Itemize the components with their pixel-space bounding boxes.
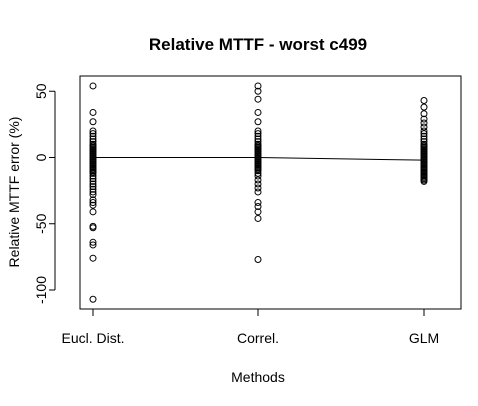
data-point xyxy=(89,295,97,303)
data-point xyxy=(420,119,428,127)
y-axis: 50 0 -50 -100 xyxy=(33,83,56,304)
y-tick-label: 0 xyxy=(33,153,49,161)
data-point xyxy=(420,130,428,138)
data-point xyxy=(254,132,262,140)
data-point xyxy=(420,123,428,131)
data-point xyxy=(89,172,97,180)
data-point xyxy=(89,138,97,146)
data-point xyxy=(89,208,97,216)
y-tick-label: -50 xyxy=(33,213,49,233)
data-point xyxy=(254,214,262,222)
x-tick-label: Correl. xyxy=(237,330,279,346)
x-tick-label: GLM xyxy=(409,330,439,346)
data-point xyxy=(89,180,97,188)
data-point xyxy=(420,97,428,105)
data-point xyxy=(254,87,262,95)
data-point xyxy=(89,241,97,249)
data-point xyxy=(89,118,97,126)
y-tick-label: 50 xyxy=(33,83,49,99)
data-point xyxy=(89,191,97,199)
data-point xyxy=(420,135,428,143)
data-point xyxy=(420,115,428,123)
data-point xyxy=(89,169,97,177)
data-point xyxy=(89,196,97,204)
data-point xyxy=(89,185,97,193)
data-point xyxy=(254,208,262,216)
data-point xyxy=(254,176,262,184)
plot-frame xyxy=(79,75,462,310)
data-point xyxy=(420,103,428,111)
data-point xyxy=(254,135,262,143)
data-point xyxy=(89,175,97,183)
data-point xyxy=(254,172,262,180)
data-point xyxy=(89,224,97,232)
data-point xyxy=(420,138,428,146)
data-point xyxy=(89,238,97,246)
x-tick-label: Eucl. Dist. xyxy=(61,330,124,346)
data-point xyxy=(254,95,262,103)
data-point xyxy=(254,188,262,196)
data-point xyxy=(420,132,428,140)
data-point xyxy=(89,188,97,196)
data-point xyxy=(89,130,97,138)
data-point xyxy=(254,82,262,90)
y-axis-label: Relative MTTF error (%) xyxy=(6,117,22,268)
data-point xyxy=(89,82,97,90)
data-point xyxy=(254,138,262,146)
data-point xyxy=(254,169,262,177)
data-point xyxy=(89,132,97,140)
data-point xyxy=(89,183,97,191)
data-point xyxy=(254,118,262,126)
data-point xyxy=(254,180,262,188)
data-point xyxy=(254,256,262,264)
data-point xyxy=(89,201,97,209)
data-point xyxy=(89,127,97,135)
data-point xyxy=(254,127,262,135)
data-point xyxy=(89,199,97,207)
data-point xyxy=(89,135,97,143)
data-point xyxy=(420,110,428,118)
x-axis: Eucl. Dist. Correl. GLM xyxy=(61,308,439,346)
x-axis-label: Methods xyxy=(231,369,285,385)
data-point xyxy=(254,184,262,192)
data-point xyxy=(254,203,262,211)
data-point xyxy=(254,108,262,116)
data-point xyxy=(89,177,97,185)
data-points xyxy=(89,82,428,303)
data-point xyxy=(89,108,97,116)
data-point xyxy=(254,167,262,175)
chart-title: Relative MTTF - worst c499 xyxy=(149,35,367,54)
y-tick-label: -100 xyxy=(33,276,49,304)
data-point xyxy=(420,127,428,135)
data-point xyxy=(254,130,262,138)
data-point xyxy=(89,254,97,262)
data-point xyxy=(254,199,262,207)
data-point xyxy=(420,177,428,185)
